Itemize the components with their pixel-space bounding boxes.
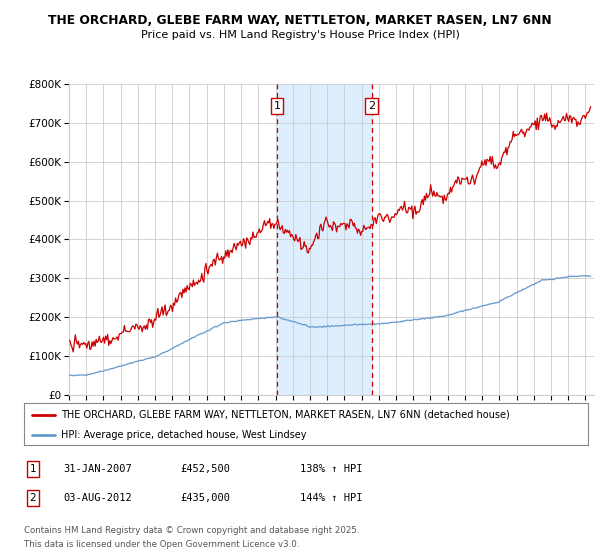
Text: 2: 2 bbox=[368, 101, 375, 111]
Text: Contains HM Land Registry data © Crown copyright and database right 2025.: Contains HM Land Registry data © Crown c… bbox=[24, 526, 359, 535]
Text: £435,000: £435,000 bbox=[180, 493, 230, 503]
Text: This data is licensed under the Open Government Licence v3.0.: This data is licensed under the Open Gov… bbox=[24, 540, 299, 549]
Text: 03-AUG-2012: 03-AUG-2012 bbox=[63, 493, 132, 503]
Text: £452,500: £452,500 bbox=[180, 464, 230, 474]
Text: 138% ↑ HPI: 138% ↑ HPI bbox=[300, 464, 362, 474]
Bar bbox=[277, 84, 371, 395]
Text: 31-JAN-2007: 31-JAN-2007 bbox=[63, 464, 132, 474]
Text: THE ORCHARD, GLEBE FARM WAY, NETTLETON, MARKET RASEN, LN7 6NN (detached house): THE ORCHARD, GLEBE FARM WAY, NETTLETON, … bbox=[61, 410, 509, 420]
Text: 2: 2 bbox=[29, 493, 37, 503]
Text: 1: 1 bbox=[274, 101, 280, 111]
Text: 1: 1 bbox=[29, 464, 37, 474]
Text: HPI: Average price, detached house, West Lindsey: HPI: Average price, detached house, West… bbox=[61, 430, 306, 440]
Text: THE ORCHARD, GLEBE FARM WAY, NETTLETON, MARKET RASEN, LN7 6NN: THE ORCHARD, GLEBE FARM WAY, NETTLETON, … bbox=[48, 14, 552, 27]
Text: Price paid vs. HM Land Registry's House Price Index (HPI): Price paid vs. HM Land Registry's House … bbox=[140, 30, 460, 40]
Text: 144% ↑ HPI: 144% ↑ HPI bbox=[300, 493, 362, 503]
